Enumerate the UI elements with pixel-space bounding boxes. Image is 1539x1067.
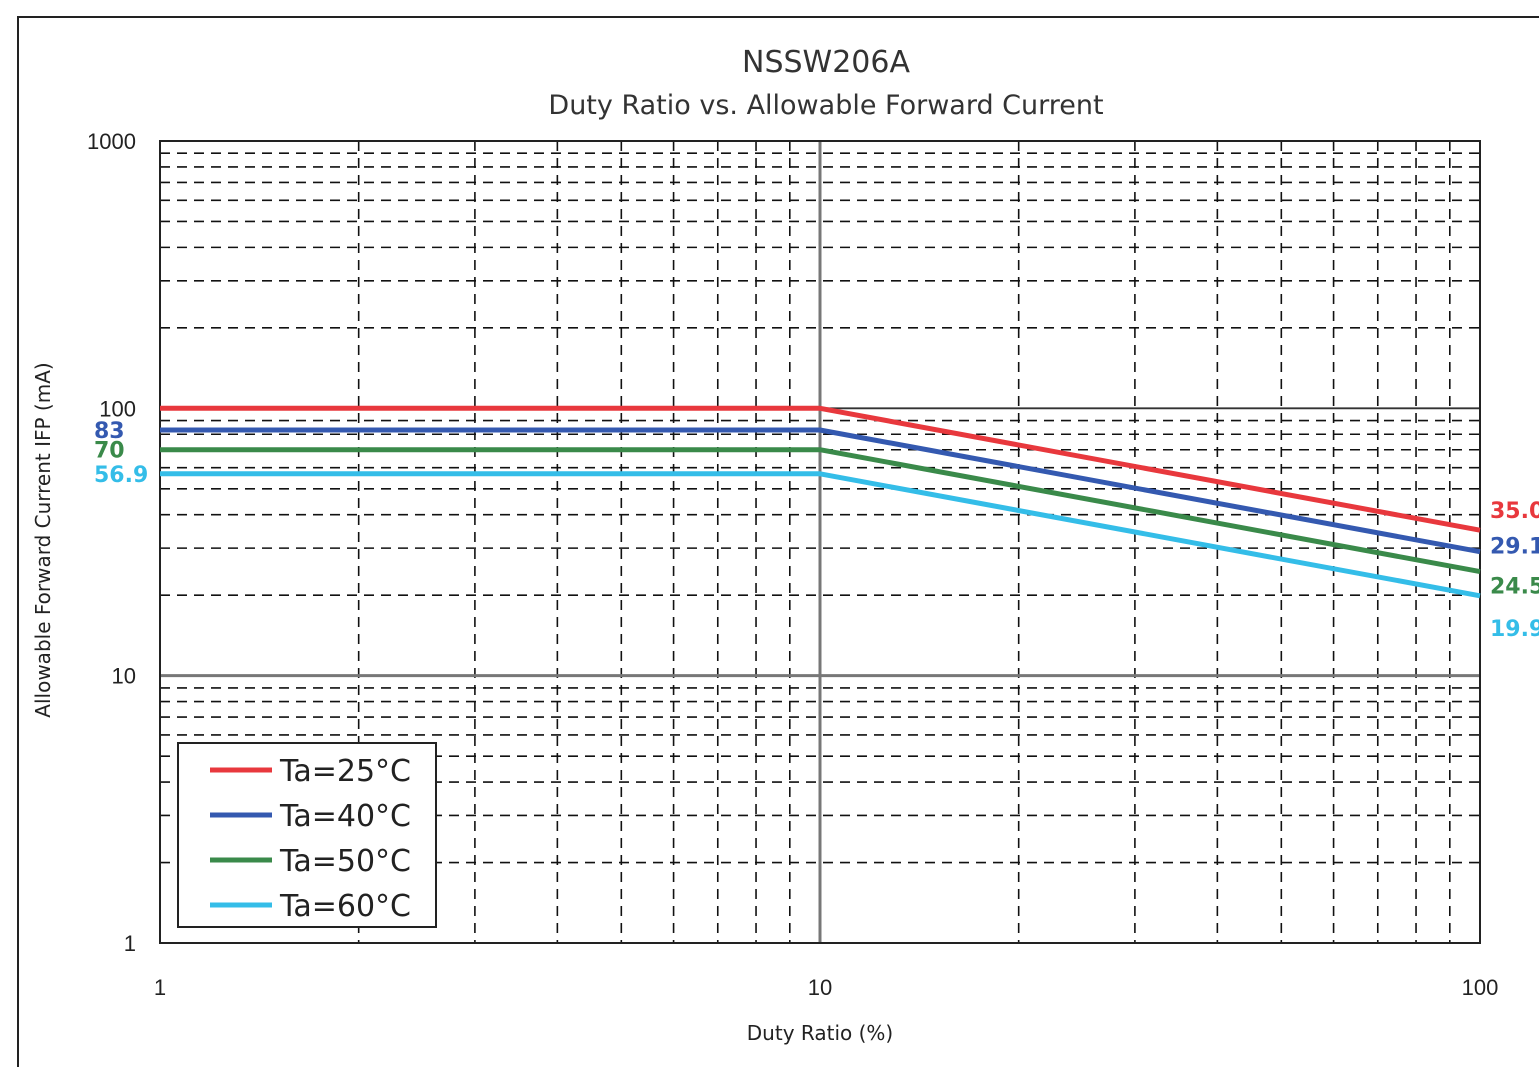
legend-entry: Ta=60°C <box>279 889 411 924</box>
legend: Ta=25°C Ta=40°C Ta=50°C Ta=60°C <box>177 742 437 928</box>
series-line <box>160 405 1481 533</box>
legend-box <box>177 742 437 928</box>
y-tick-label: 1000 <box>87 129 136 154</box>
legend-entry: Ta=50°C <box>279 844 411 879</box>
tick-labels: 1 10 100 1 10 100 1000 <box>87 129 1498 1000</box>
chart-subtitle: Duty Ratio vs. Allowable Forward Current <box>548 90 1103 121</box>
x-tick-label: 100 <box>1462 975 1499 1000</box>
series-layer <box>160 405 1481 599</box>
y-tick-label: 100 <box>99 396 136 421</box>
x-tick-label: 1 <box>154 975 166 1000</box>
left-value-label: 83 <box>94 419 125 444</box>
legend-entry: Ta=25°C <box>279 754 411 789</box>
right-value-label: 19.9 <box>1490 617 1539 642</box>
x-tick-label: 10 <box>808 975 832 1000</box>
value-labels: 35.0 83 29.1 70 24.5 56.9 19.9 <box>94 419 1539 642</box>
plot-area-border <box>159 140 1481 944</box>
left-value-label: 56.9 <box>94 463 148 488</box>
right-value-label: 29.1 <box>1490 535 1539 560</box>
y-tick-label: 10 <box>112 664 136 689</box>
right-value-label: 24.5 <box>1490 575 1539 600</box>
series-line <box>160 427 1481 555</box>
y-axis-label: Allowable Forward Current IFP (mA) <box>31 362 55 717</box>
legend-entry: Ta=40°C <box>279 799 411 834</box>
chart-title: NSSW206A <box>742 45 910 80</box>
y-tick-label: 1 <box>124 931 136 956</box>
left-value-label: 70 <box>94 439 125 464</box>
series-line <box>160 471 1481 599</box>
right-value-label: 35.0 <box>1490 499 1539 524</box>
x-axis-label: Duty Ratio (%) <box>747 1021 893 1045</box>
series-line <box>160 447 1481 575</box>
